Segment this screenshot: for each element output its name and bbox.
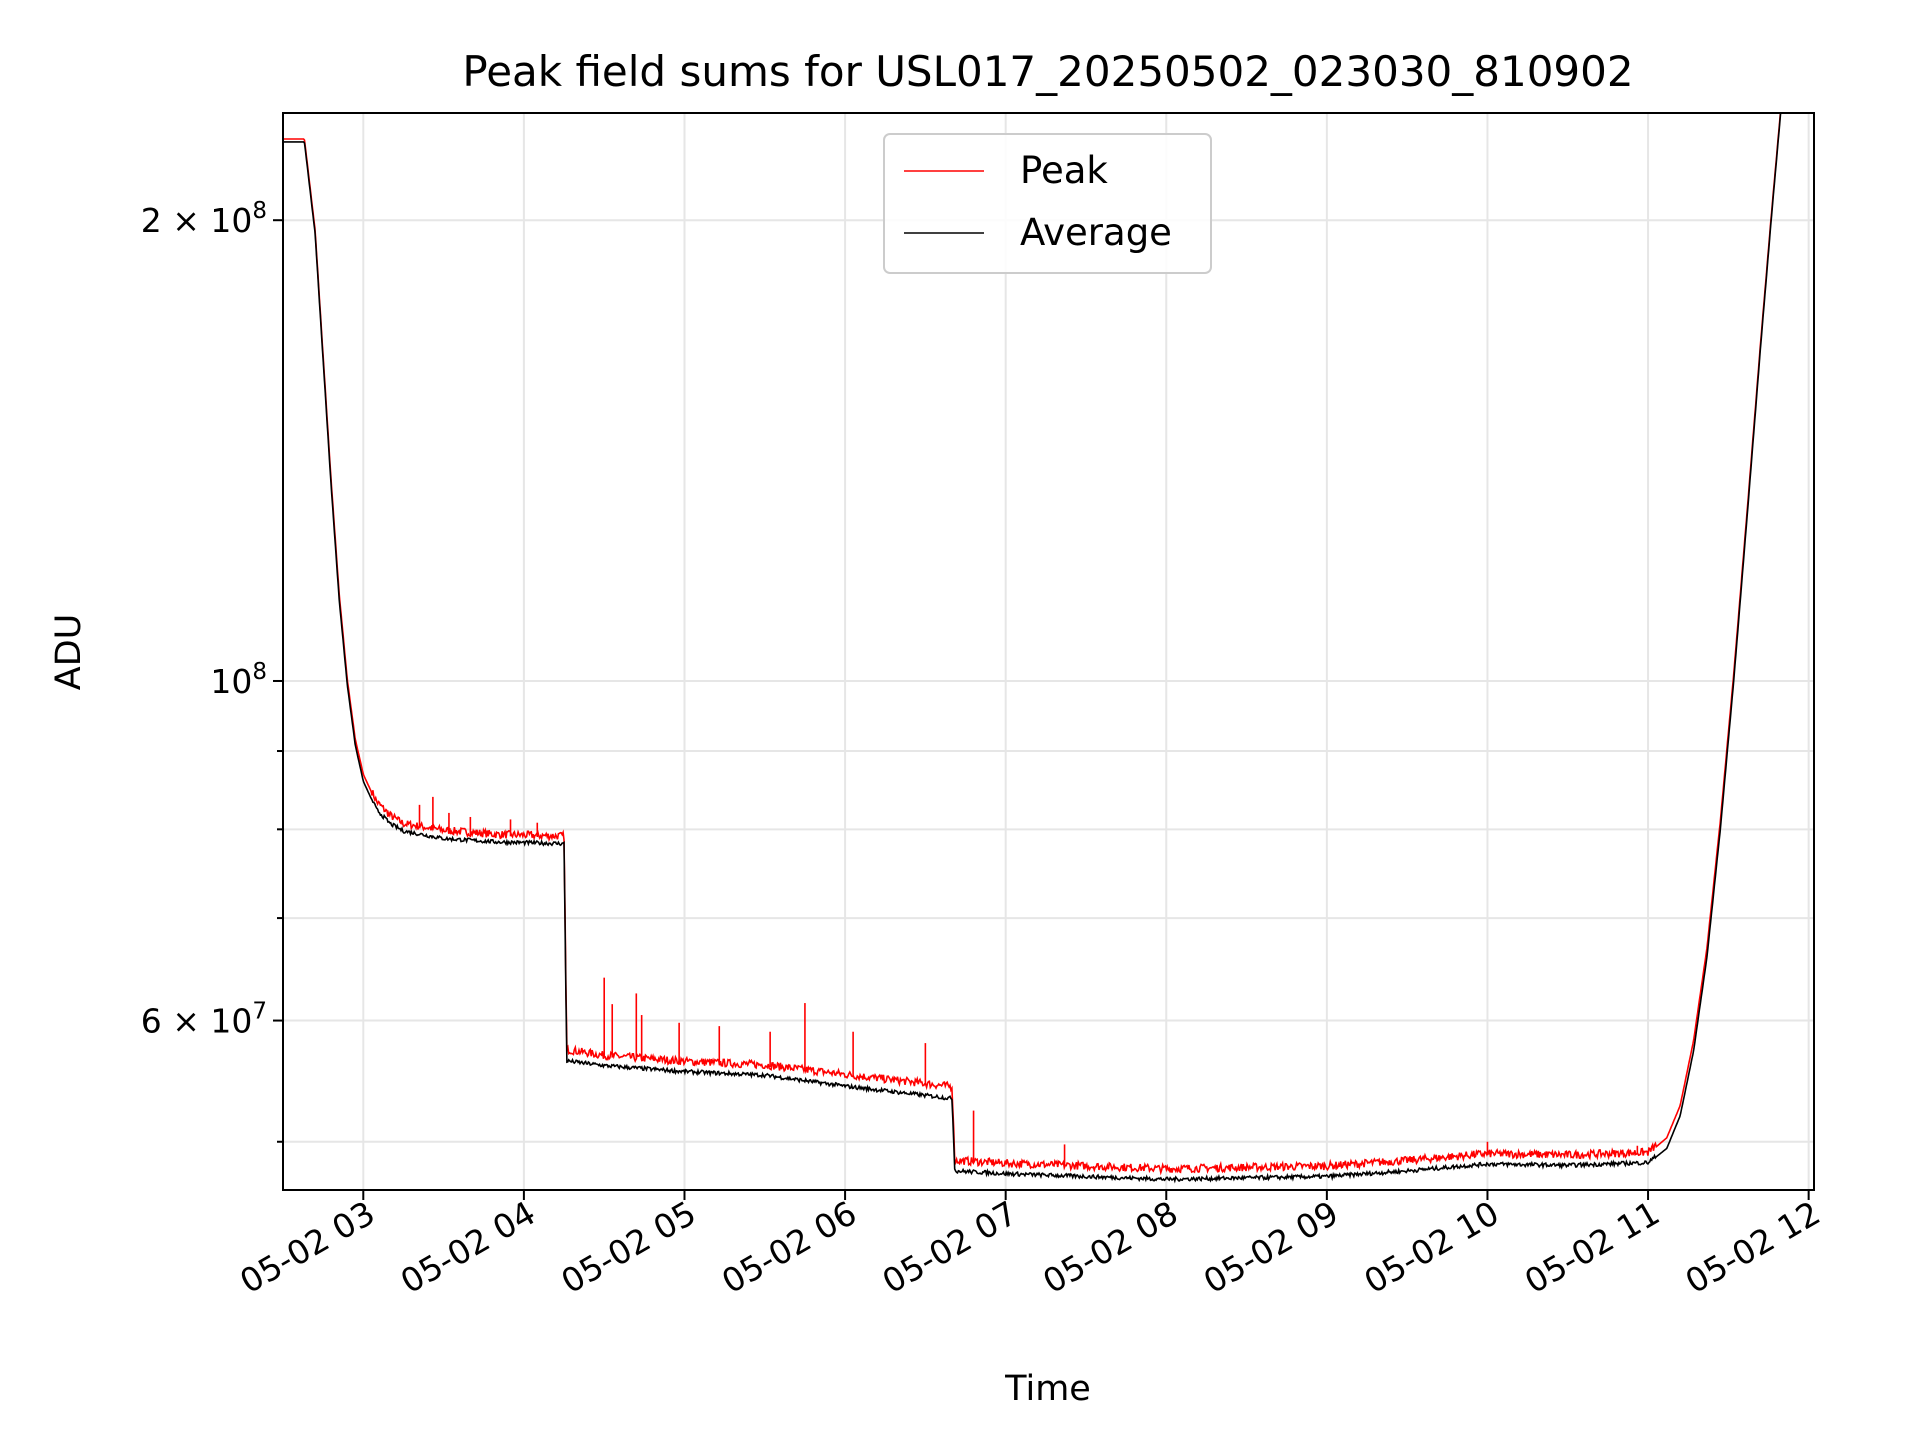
series-line-peak [283,113,1782,1176]
grid [283,113,1814,1190]
legend: Peak Average [883,133,1212,274]
y-tick-label: 108 [210,659,267,701]
series-layer [283,113,1782,1184]
legend-label-average: Average [1020,211,1172,254]
chart-title: Peak field sums for USL017_20250502_0230… [462,47,1633,96]
series-line-average [283,113,1782,1184]
x-axis-label: Time [1004,1369,1091,1409]
y-tick-label: 6 × 107 [141,999,267,1041]
y-axis-label: ADU [49,614,89,691]
plot-frame [282,112,1815,1191]
legend-label-peak: Peak [1020,149,1108,192]
y-tick-label: 2 × 108 [141,198,267,240]
legend-box [883,133,1212,274]
